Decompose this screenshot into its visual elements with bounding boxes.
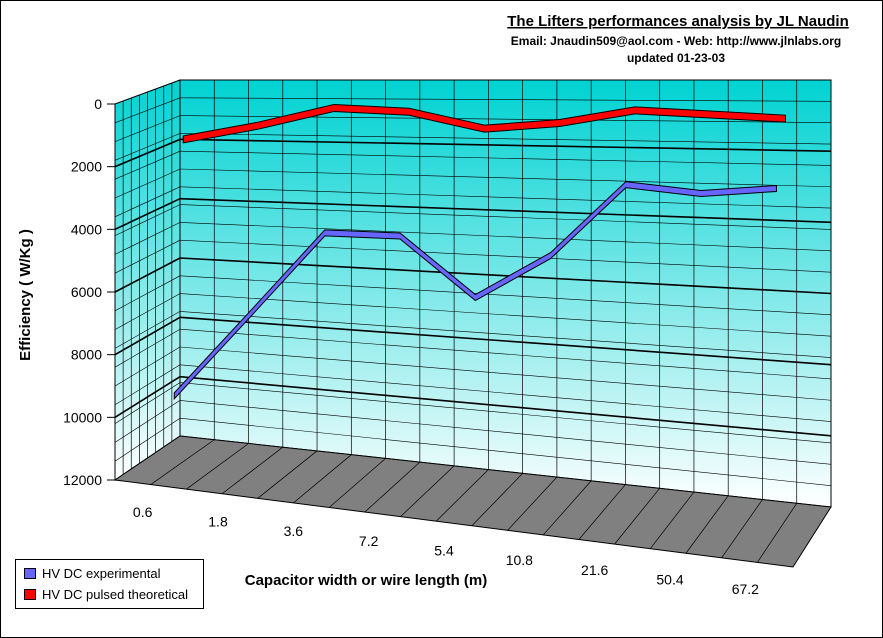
gridline-minor	[179, 97, 832, 102]
y-tick-label: 10000	[63, 409, 102, 425]
chart-title: The Lifters performances analysis by JL …	[507, 13, 849, 30]
gridline-minor	[179, 222, 832, 252]
x-tick-label: 1.8	[208, 514, 228, 530]
x-tick-label: 67.2	[732, 581, 759, 597]
chart-subtitle-email: Email: Jnaudin509@aol.com - Web: http://…	[511, 34, 841, 48]
gridline-minor	[179, 239, 832, 273]
floor-gridline	[328, 458, 386, 508]
gridline-minor	[179, 150, 832, 166]
floor-gridline	[257, 450, 318, 499]
legend-swatch-pulsed	[24, 588, 36, 600]
gridline-minor	[179, 168, 832, 188]
x-axis-label: Capacitor width or wire length (m)	[245, 572, 488, 589]
gridline-minor	[179, 364, 832, 422]
floor-gridline	[757, 503, 798, 563]
gridline-minor	[179, 400, 832, 465]
floor-gridline	[542, 480, 592, 536]
legend-item-pulsed: HV DC pulsed theoretical	[24, 586, 188, 602]
y-tick-label: 0	[94, 96, 102, 112]
back-wall	[179, 79, 832, 508]
gridline-minor	[179, 186, 832, 209]
x-tick-label: 0.6	[133, 504, 153, 520]
x-tick-label: 5.4	[434, 543, 454, 559]
floor-gridline	[186, 443, 249, 490]
gridline-minor	[179, 311, 832, 358]
x-tick-label: 7.2	[359, 533, 379, 549]
floor-gridline	[293, 454, 352, 504]
legend-item-experimental: HV DC experimental	[24, 565, 161, 581]
floor-plane	[113, 435, 832, 568]
y-tick-label: 2000	[71, 159, 102, 175]
gridline-major	[179, 257, 832, 295]
gridline-minor	[179, 204, 832, 230]
legend: HV DC experimental HV DC pulsed theoreti…	[15, 559, 204, 609]
gridline-major	[179, 138, 832, 152]
gridline-minor	[179, 328, 832, 380]
x-tick-label: 10.8	[506, 552, 533, 568]
gridline-minor	[179, 275, 832, 316]
floor-gridline	[578, 484, 626, 540]
gridline-minor	[179, 382, 832, 444]
x-tick-label: 3.6	[284, 523, 304, 539]
floor-gridline	[221, 446, 284, 495]
floor-gridline	[685, 495, 729, 554]
series-ribbon-pulsed	[182, 103, 786, 144]
floor-gridline	[721, 499, 763, 559]
floor-gridline	[649, 491, 695, 549]
chart-subtitle-updated: updated 01-23-03	[627, 51, 725, 65]
x-axis-ticks: 0.6 1.8 3.6 7.2 5.4 10.8 21.6 50.4 67.2	[133, 504, 759, 597]
x-tick-label: 50.4	[656, 572, 683, 588]
legend-swatch-experimental	[24, 567, 36, 579]
series-layer	[173, 103, 786, 401]
floor-gridline	[364, 461, 421, 513]
legend-label-pulsed: HV DC pulsed theoretical	[42, 586, 188, 602]
y-axis-ticks: 0 2000 4000 6000 8000 10000 12000	[63, 96, 115, 488]
gridline-minor	[179, 133, 832, 145]
y-tick-label: 8000	[71, 347, 102, 363]
x-tick-label: 21.6	[581, 562, 608, 578]
floor-gridline	[435, 469, 489, 522]
floor-gridline	[150, 439, 215, 485]
series-ribbon-experimental	[173, 181, 777, 401]
floor-gridline	[471, 473, 523, 527]
y-axis-label: Efficiency ( W/Kg )	[17, 229, 34, 361]
legend-label-experimental: HV DC experimental	[42, 565, 161, 581]
y-tick-label: 4000	[71, 221, 102, 237]
gridline-minor	[179, 293, 832, 337]
y-tick-label: 6000	[71, 284, 102, 300]
floor-gridline	[614, 488, 660, 545]
gridline-major	[179, 316, 832, 366]
floor-gridline	[507, 476, 558, 531]
gridline-major	[179, 375, 832, 437]
gridline-minor	[179, 346, 832, 401]
gridline-major	[179, 197, 832, 224]
y-tick-label: 12000	[63, 472, 102, 488]
floor-gridline	[400, 465, 455, 517]
gridline-minor	[179, 417, 832, 486]
